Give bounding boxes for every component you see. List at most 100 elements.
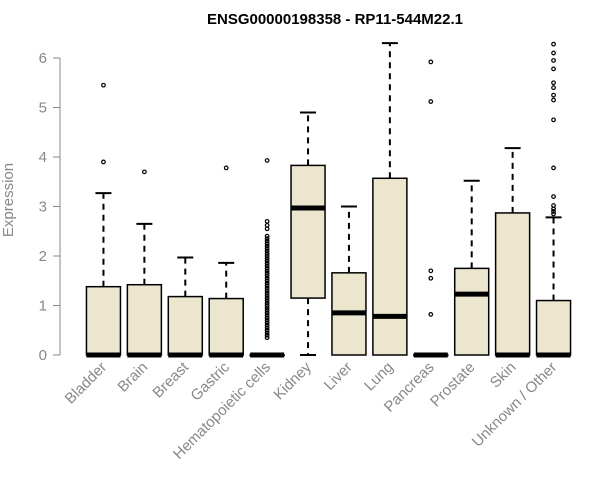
outlier-point xyxy=(141,169,147,175)
outlier-point xyxy=(264,332,270,338)
outlier-point xyxy=(428,312,434,317)
chart-title: ENSG00000198358 - RP11-544M22.1 xyxy=(207,11,463,28)
outlier-point xyxy=(264,308,270,313)
y-tick-label: 0 xyxy=(39,347,47,364)
category-label: Skin xyxy=(487,359,520,392)
category-label: Prostate xyxy=(427,359,479,411)
outlier-point xyxy=(264,317,270,323)
box-group xyxy=(208,165,244,358)
box-group xyxy=(535,41,572,358)
category-label: Brain xyxy=(114,359,151,396)
outlier-point xyxy=(551,117,556,123)
outlier-point xyxy=(428,275,434,281)
outlier-point xyxy=(264,325,270,331)
outlier-point xyxy=(264,327,270,333)
outlier-point xyxy=(551,66,556,72)
outlier-point xyxy=(264,273,270,279)
outlier-point xyxy=(264,268,270,274)
outlier-point xyxy=(428,99,434,104)
category-label: Bladder xyxy=(62,359,111,408)
category-label: Liver xyxy=(321,359,356,394)
box-group xyxy=(167,256,204,358)
box-iqr xyxy=(494,212,531,356)
outlier-point xyxy=(264,290,270,296)
outlier-point xyxy=(264,305,270,311)
outlier-point xyxy=(101,82,106,88)
box-iqr xyxy=(208,297,244,356)
outlier-point xyxy=(264,218,270,224)
outlier-point xyxy=(264,263,270,269)
box-group xyxy=(331,205,367,356)
y-tick-label: 4 xyxy=(39,149,47,166)
outlier-point xyxy=(264,158,270,163)
outlier-point xyxy=(428,59,434,65)
outlier-point xyxy=(264,278,270,284)
outlier-point xyxy=(223,165,229,171)
box-iqr xyxy=(126,283,163,356)
boxes-layer xyxy=(85,41,572,358)
category-label: Breast xyxy=(149,358,192,401)
outlier-point xyxy=(264,315,270,321)
box-group xyxy=(126,169,163,358)
outlier-point xyxy=(264,236,270,242)
outlier-point xyxy=(264,335,270,341)
outlier-point xyxy=(264,295,270,301)
outlier-point xyxy=(264,261,270,266)
outlier-point xyxy=(264,246,270,251)
y-tick-label: 6 xyxy=(39,50,47,67)
outlier-point xyxy=(264,253,270,259)
outlier-point xyxy=(264,238,270,244)
outlier-point xyxy=(264,322,270,328)
outlier-point xyxy=(264,280,270,286)
y-tick-label: 1 xyxy=(39,298,47,315)
outlier-point xyxy=(264,251,270,256)
y-tick-label: 5 xyxy=(39,100,47,117)
y-tick-label: 3 xyxy=(39,199,47,216)
outlier-point xyxy=(264,313,270,318)
outlier-point xyxy=(264,222,270,228)
outlier-point xyxy=(551,50,556,56)
outlier-point xyxy=(264,285,270,291)
outlier-point xyxy=(264,258,270,264)
y-tick-label: 2 xyxy=(39,248,47,265)
outlier-point xyxy=(551,92,556,98)
outlier-point xyxy=(264,283,270,289)
outlier-point xyxy=(551,209,556,214)
box-iqr xyxy=(85,285,122,356)
y-axis: 0 1 2 3 4 5 6 xyxy=(39,50,61,364)
outlier-point xyxy=(264,265,270,271)
outlier-point xyxy=(551,194,556,200)
outlier-point xyxy=(264,300,270,306)
outlier-point xyxy=(264,256,270,261)
outlier-point xyxy=(264,248,270,254)
outlier-point xyxy=(264,275,270,281)
box-group xyxy=(372,42,408,356)
box-iqr xyxy=(290,164,326,299)
box-group xyxy=(413,59,449,358)
outlier-point xyxy=(264,303,270,308)
outlier-point xyxy=(264,233,270,239)
outlier-point xyxy=(551,97,556,103)
box-group xyxy=(249,158,285,358)
outlier-point xyxy=(551,165,556,171)
outlier-point xyxy=(264,270,270,276)
outlier-point xyxy=(264,310,270,316)
category-label: Kidney xyxy=(270,358,315,403)
box-group xyxy=(290,111,326,356)
outlier-point xyxy=(264,243,270,249)
outlier-point xyxy=(551,58,556,63)
outlier-point xyxy=(101,159,106,165)
outlier-point xyxy=(264,293,270,299)
outlier-point xyxy=(551,41,556,47)
outlier-point xyxy=(264,288,270,294)
box-iqr xyxy=(372,177,408,356)
outlier-point xyxy=(551,203,556,208)
y-axis-label: Expression xyxy=(0,163,17,237)
category-label: Lung xyxy=(361,359,397,395)
outlier-point xyxy=(551,80,556,86)
outlier-point xyxy=(428,268,434,274)
box-group xyxy=(453,179,490,356)
outlier-point xyxy=(551,211,556,217)
box-iqr xyxy=(535,299,572,356)
